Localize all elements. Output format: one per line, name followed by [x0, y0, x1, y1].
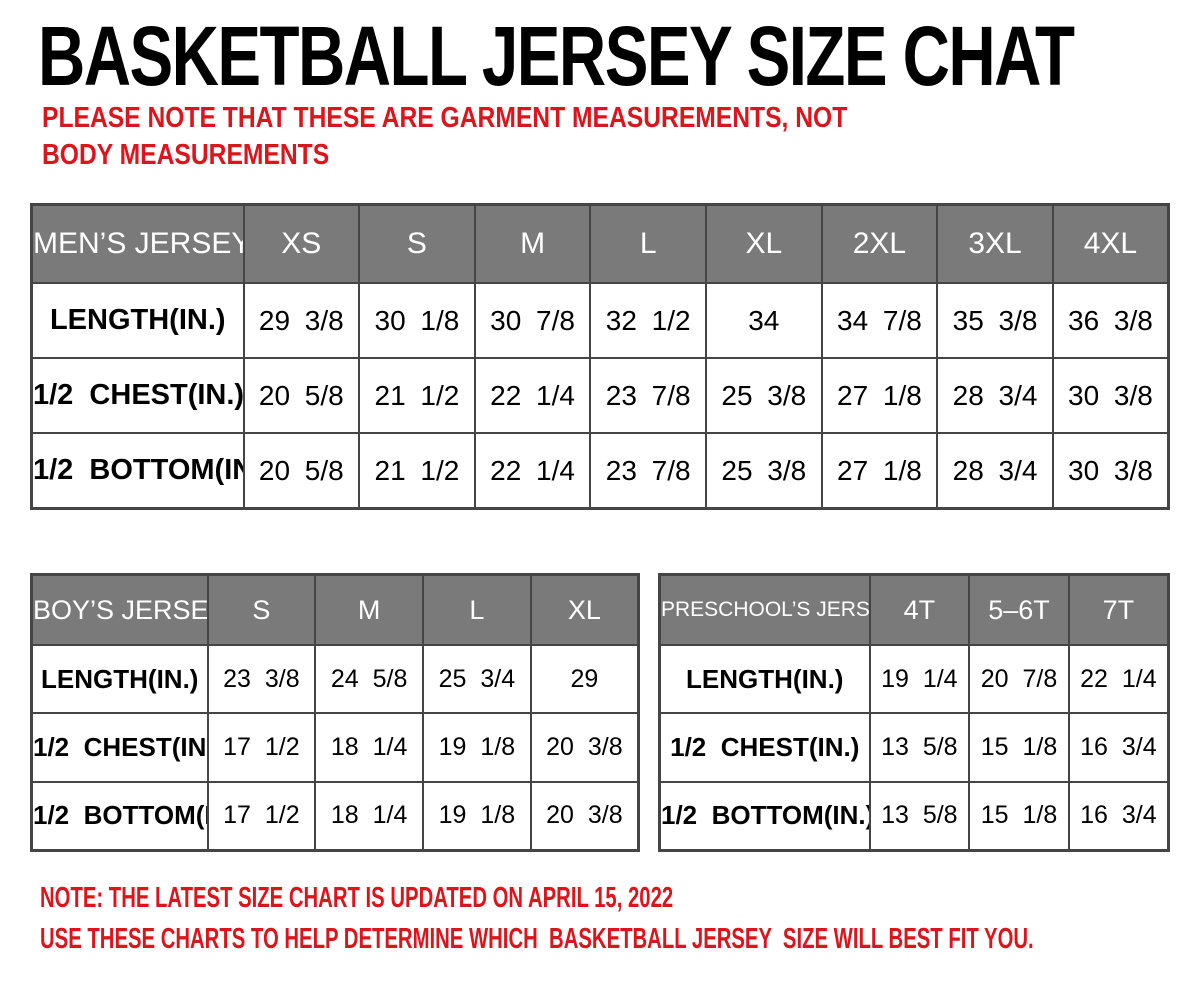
table-cell: 34 7/8	[820, 282, 939, 359]
row-label: 1/2 CHEST(IN.)	[30, 357, 245, 434]
table-cell: 27 1/8	[820, 357, 939, 434]
table-row: LENGTH(IN.) 23 3/8 24 5/8 25 3/4 29	[30, 643, 640, 715]
table-cell: 19 1/8	[422, 712, 532, 783]
table-cell: 30 3/8	[1051, 432, 1170, 510]
table-cell: 19 1/4	[868, 643, 971, 715]
table-cell: 20 5/8	[242, 357, 361, 434]
row-label: 1/2 BOTTOM(IN.)	[30, 432, 245, 510]
table-cell: 29	[529, 643, 640, 715]
table-cell: 13 5/8	[868, 712, 971, 783]
size-table: BOY’S JERSEY S M L XL LENGTH(IN.) 23 3/8 24 5/8…	[30, 573, 640, 852]
table-cell: 22 1/4	[473, 432, 592, 510]
usage-note: USE THESE CHARTS TO HELP DETERMINE WHICH…	[40, 923, 1034, 955]
update-date-note: NOTE: THE LATEST SIZE CHART IS UPDATED O…	[40, 882, 674, 914]
row-label: 1/2 CHEST(IN.)	[658, 712, 871, 783]
table-cell: 21 1/2	[358, 432, 476, 510]
table-cell: 17 1/2	[206, 712, 317, 783]
table-row: 1/2 BOTTOM(IN.)17 1/218 1/419 1/820 3/8	[30, 780, 640, 852]
table-cell: 29 3/8	[242, 282, 361, 359]
table-cell: 22 1/4	[473, 357, 592, 434]
table-cell: 16 3/4	[1067, 780, 1170, 852]
table-cell: 36 3/8	[1051, 282, 1170, 359]
column-header: L	[589, 203, 707, 284]
table-row: 1/2 CHEST(IN.) 13 5/8 15 1/8 16 3/4	[658, 712, 1170, 783]
table-cell: 23 7/8	[589, 357, 707, 434]
table-cell: 18 1/4	[314, 780, 424, 852]
column-header: XL	[529, 573, 640, 646]
column-header: L	[422, 573, 532, 646]
table-cell: 13 5/8	[868, 780, 971, 852]
table-cell: 15 1/8	[968, 780, 1070, 852]
column-header: 4T	[868, 573, 971, 646]
table-cell: 28 3/4	[936, 357, 1054, 434]
table-cell: 25 3/8	[705, 357, 823, 434]
header-row: MEN’S JERSEY XS S M L XL 2XL 3XL 4XL	[30, 203, 1170, 284]
table-cell: 35 3/8	[936, 282, 1054, 359]
boys-jersey-size-table: BOY’S JERSEY S M L XL LENGTH(IN.) 23 3/8 24 5/8…	[30, 573, 640, 852]
table-cell: 28 3/4	[936, 432, 1054, 510]
row-label: LENGTH(IN.)	[658, 643, 871, 715]
table-cell: 16 3/4	[1067, 712, 1170, 783]
row-label: LENGTH(IN.)	[30, 282, 245, 359]
size-table: PRESCHOOL’S JERSEY4T5–6T7TLENGTH(IN.)19 …	[658, 573, 1170, 852]
table-title-cell: MEN’S JERSEY	[30, 203, 245, 284]
column-header: S	[358, 203, 476, 284]
table-cell: 30 7/8	[473, 282, 592, 359]
column-header: 3XL	[936, 203, 1054, 284]
table-cell: 15 1/8	[968, 712, 1070, 783]
table-cell: 17 1/2	[206, 780, 317, 852]
garment-measurements-note: PLEASE NOTE THAT THESE ARE GARMENT MEASU…	[42, 102, 855, 172]
table-cell: 18 1/4	[314, 712, 424, 783]
table-cell: 22 1/4	[1067, 643, 1170, 715]
row-label: 1/2 CHEST(IN.)	[30, 712, 209, 783]
table-cell: 30 1/8	[358, 282, 476, 359]
table-title-cell: PRESCHOOL’S JERSEY	[658, 573, 871, 646]
table-cell: 25 3/4	[422, 643, 532, 715]
table-row: 1/2 CHEST(IN.) 20 5/8 21 1/2 22 1/4 23 7/8 25…	[30, 357, 1170, 434]
page-title: BASKETBALL JERSEY SIZE CHAT	[38, 14, 1200, 98]
table-row: 1/2 BOTTOM(IN.)20 5/821 1/222 1/423 7/82…	[30, 432, 1170, 510]
table-cell: 32 1/2	[589, 282, 707, 359]
table-cell: 23 3/8	[206, 643, 317, 715]
table-cell: 34	[705, 282, 823, 359]
header-row: BOY’S JERSEY S M L XL	[30, 573, 640, 646]
table-cell: 20 3/8	[529, 780, 640, 852]
table-row: LENGTH(IN.) 29 3/8 30 1/8 30 7/8 32 1/2 34 34 …	[30, 282, 1170, 359]
table-cell: 24 5/8	[314, 643, 424, 715]
column-header: XL	[705, 203, 823, 284]
table-cell: 27 1/8	[820, 432, 939, 510]
column-header: M	[473, 203, 592, 284]
table-row: 1/2 CHEST(IN.) 17 1/2 18 1/4 19 1/8 20 3/8	[30, 712, 640, 783]
table-cell: 20 7/8	[968, 643, 1070, 715]
table-cell: 20 3/8	[529, 712, 640, 783]
row-label: 1/2 BOTTOM(IN.)	[658, 780, 871, 852]
table-cell: 23 7/8	[589, 432, 707, 510]
table-cell: 21 1/2	[358, 357, 476, 434]
column-header: M	[314, 573, 424, 646]
table-cell: 19 1/8	[422, 780, 532, 852]
row-label: LENGTH(IN.)	[30, 643, 209, 715]
table-row: LENGTH(IN.) 19 1/4 20 7/8 22 1/4	[658, 643, 1170, 715]
table-cell: 20 5/8	[242, 432, 361, 510]
column-header: S	[206, 573, 317, 646]
column-header: 5–6T	[968, 573, 1070, 646]
table-cell: 30 3/8	[1051, 357, 1170, 434]
column-header: 7T	[1067, 573, 1170, 646]
row-label: 1/2 BOTTOM(IN.)	[30, 780, 209, 852]
column-header: 4XL	[1051, 203, 1170, 284]
table-title-cell: BOY’S JERSEY	[30, 573, 209, 646]
preschool-jersey-size-table: PRESCHOOL’S JERSEY4T5–6T7TLENGTH(IN.)19 …	[658, 573, 1170, 852]
size-table: MEN’S JERSEY XS S M L XL 2XL 3XL 4XL LENGTH(IN.) 2…	[30, 203, 1170, 510]
table-row: 1/2 BOTTOM(IN.) 13 5/8 15 1/8 16 3/4	[658, 780, 1170, 852]
column-header: XS	[242, 203, 361, 284]
table-cell: 25 3/8	[705, 432, 823, 510]
column-header: 2XL	[820, 203, 939, 284]
page-title-text: BASKETBALL JERSEY SIZE CHAT	[38, 9, 1075, 103]
mens-jersey-size-table: MEN’S JERSEY XS S M L XL 2XL 3XL 4XL LENGTH(IN.) 2…	[30, 203, 1170, 510]
